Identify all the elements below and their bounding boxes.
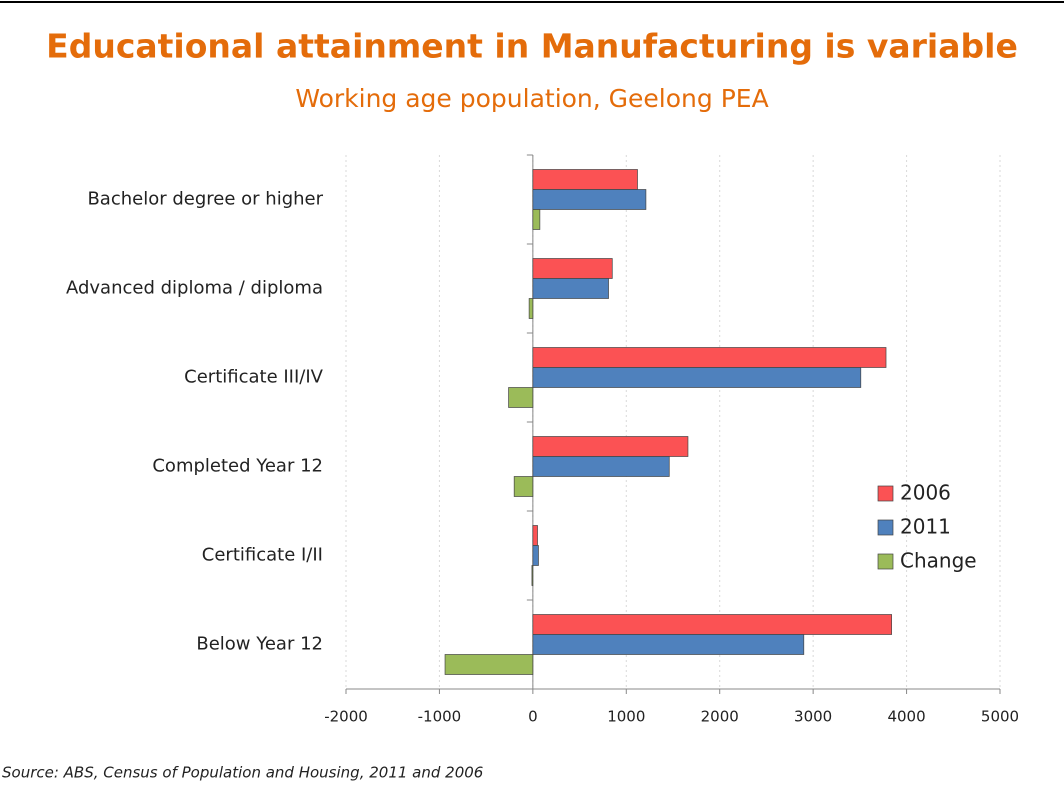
x-tick-label: 4000 — [887, 708, 925, 726]
legend-swatch — [877, 553, 894, 570]
bar — [532, 634, 805, 655]
bar — [532, 169, 638, 190]
bar — [532, 456, 670, 477]
source-note: Source: ABS, Census of Population and Ho… — [2, 764, 483, 782]
x-tick-label: -1000 — [418, 708, 462, 726]
bar — [532, 258, 613, 279]
legend-label: Change — [900, 549, 977, 573]
bar — [444, 654, 534, 675]
y-tick-label: Certificate I/II — [202, 545, 323, 566]
x-tick-label: 5000 — [981, 708, 1019, 726]
y-tick-label: Completed Year 12 — [152, 456, 323, 477]
bar — [528, 298, 534, 319]
bar — [508, 387, 534, 408]
legend-label: 2011 — [900, 515, 951, 539]
bar — [532, 189, 647, 210]
bar — [531, 565, 534, 586]
bar — [513, 476, 534, 497]
bar — [532, 278, 609, 299]
legend-label: 2006 — [900, 481, 951, 505]
y-tick-label: Advanced diploma / diploma — [66, 278, 323, 299]
bar — [532, 525, 538, 546]
bar — [532, 347, 887, 368]
legend-swatch — [877, 519, 894, 536]
x-tick-label: 2000 — [701, 708, 739, 726]
bar — [532, 436, 689, 457]
y-tick-label: Below Year 12 — [196, 634, 323, 655]
x-tick-label: 0 — [528, 708, 538, 726]
y-tick-label: Certificate III/IV — [184, 367, 324, 388]
x-tick-label: 1000 — [607, 708, 645, 726]
bar — [532, 209, 541, 230]
bar — [532, 545, 539, 566]
bar — [532, 614, 892, 635]
y-tick-label: Bachelor degree or higher — [87, 189, 323, 210]
bar — [532, 367, 862, 388]
legend-swatch — [877, 485, 894, 502]
chart-subtitle: Working age population, Geelong PEA — [295, 84, 768, 113]
x-tick-label: -2000 — [324, 708, 368, 726]
chart-title: Educational attainment in Manufacturing … — [46, 27, 1018, 66]
x-tick-label: 3000 — [794, 708, 832, 726]
